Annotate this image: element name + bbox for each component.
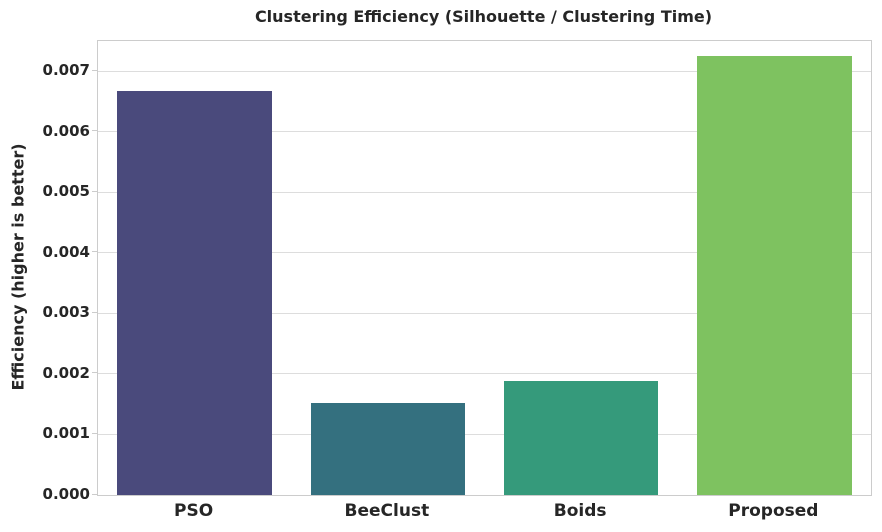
gridline <box>98 312 871 314</box>
x-tick-label-boids: Boids <box>553 501 607 521</box>
gridline <box>98 433 871 435</box>
bar-beeclust <box>310 403 466 495</box>
x-tick-label-pso: PSO <box>174 501 214 521</box>
y-tick-label: 0.006 <box>42 121 90 140</box>
y-tick-mark <box>92 251 97 253</box>
gridline <box>98 191 871 193</box>
y-tick-label: 0.005 <box>42 182 90 201</box>
y-tick-label: 0.001 <box>42 424 90 443</box>
chart-title: Clustering Efficiency (Silhouette / Clus… <box>254 7 713 26</box>
y-tick-mark <box>92 432 97 434</box>
plot-area <box>97 40 872 496</box>
y-tick-label: 0.002 <box>42 363 90 382</box>
y-tick-label: 0.004 <box>42 242 90 261</box>
y-tick-mark <box>92 493 97 495</box>
gridline <box>98 252 871 254</box>
gridline <box>98 70 871 72</box>
y-tick-mark <box>92 311 97 313</box>
bar-boids <box>503 381 659 495</box>
y-tick-label: 0.003 <box>42 303 90 322</box>
x-tick-label-proposed: Proposed <box>728 501 819 521</box>
x-tick-label-beeclust: BeeClust <box>344 501 430 521</box>
gridline <box>98 131 871 133</box>
bar-pso <box>117 91 272 495</box>
y-tick-mark <box>92 190 97 192</box>
y-tick-label: 0.007 <box>42 61 90 80</box>
y-tick-mark <box>92 69 97 71</box>
bar-proposed <box>697 56 852 495</box>
y-tick-mark <box>92 372 97 374</box>
y-tick-label: 0.000 <box>42 485 90 503</box>
gridline <box>98 373 871 375</box>
y-tick-mark <box>92 130 97 132</box>
